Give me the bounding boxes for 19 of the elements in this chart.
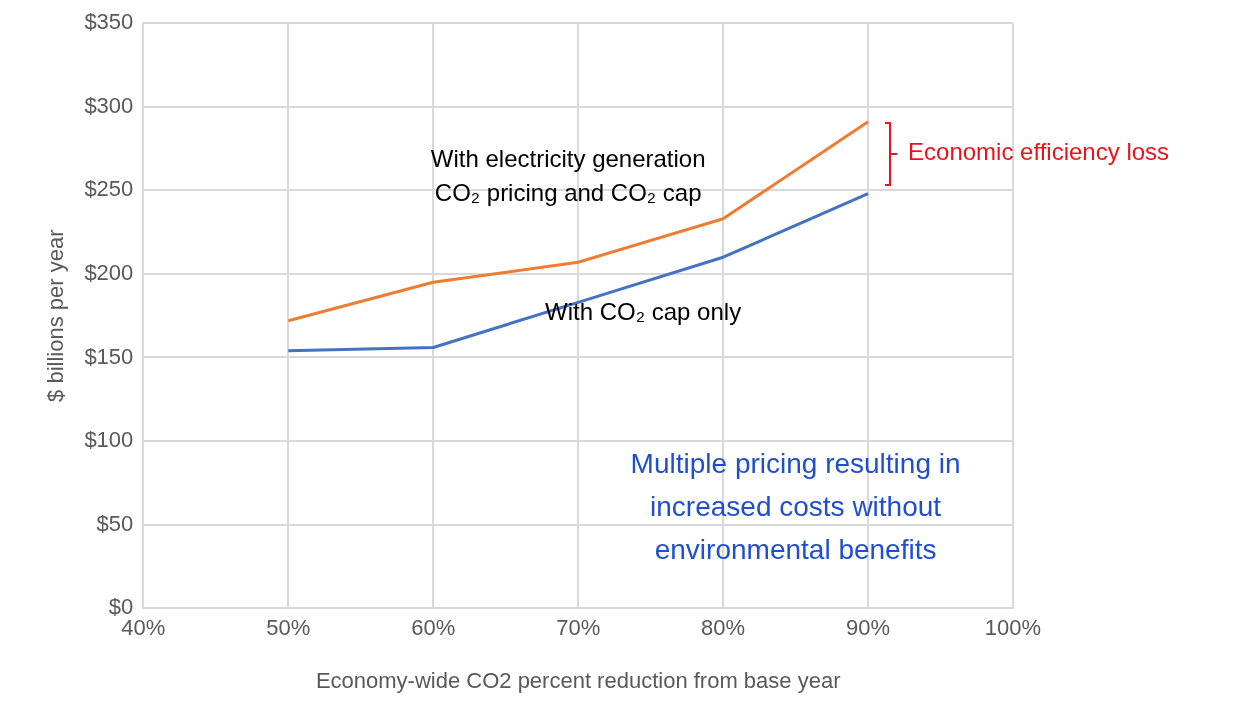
y-tick-label: $200 bbox=[84, 259, 134, 285]
y-tick-label: $300 bbox=[84, 92, 134, 118]
y-tick-label: $50 bbox=[96, 510, 134, 536]
x-tick-label: 100% bbox=[984, 615, 1042, 641]
x-tick-label: 60% bbox=[411, 615, 456, 641]
y-tick-label: $350 bbox=[84, 9, 134, 35]
y-tick-label: $100 bbox=[84, 427, 134, 453]
y-axis-title: $ billions per year bbox=[43, 229, 69, 402]
x-tick-label: 90% bbox=[846, 615, 891, 641]
y-tick-label: $250 bbox=[84, 176, 134, 202]
x-tick-label: 50% bbox=[266, 615, 311, 641]
series-label: With CO₂ cap only bbox=[545, 297, 742, 325]
x-axis-title: Economy-wide CO2 percent reduction from base year bbox=[315, 667, 841, 693]
annotation: Economic efficiency loss bbox=[908, 138, 1170, 166]
y-tick-label: $150 bbox=[84, 343, 134, 369]
x-tick-label: 70% bbox=[556, 615, 601, 641]
series-label: With electricity generation CO₂ pricing and CO₂ cap bbox=[430, 144, 706, 206]
annotation: Multiple pricing resulting in increased costs without environmental benefits bbox=[630, 447, 961, 565]
x-tick-label: 80% bbox=[701, 615, 746, 641]
